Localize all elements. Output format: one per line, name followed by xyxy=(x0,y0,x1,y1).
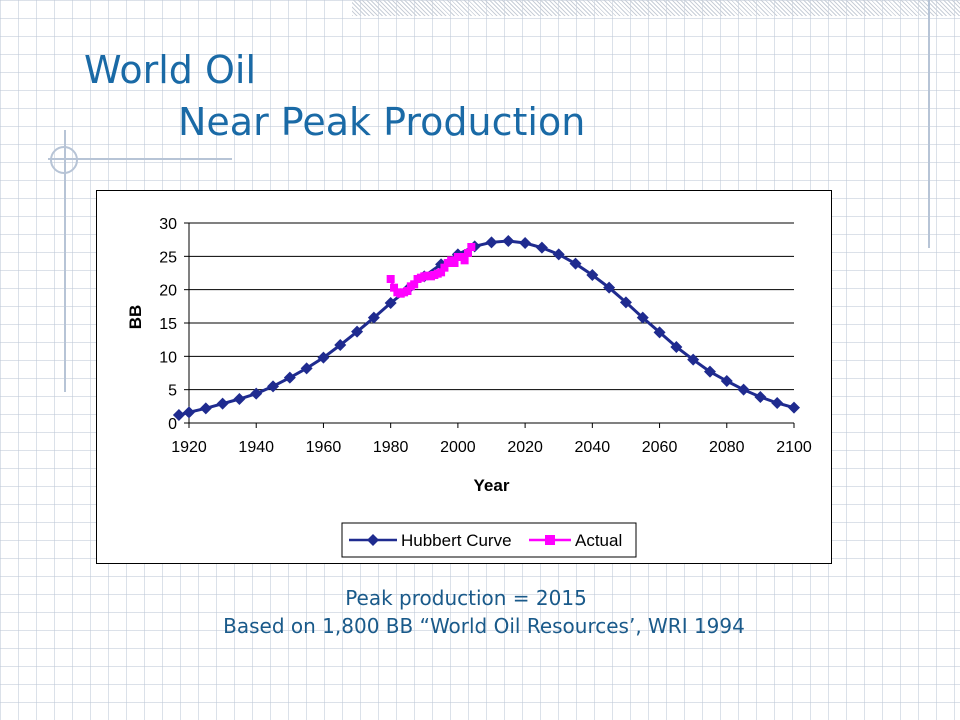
y-tick-label: 20 xyxy=(159,283,177,300)
hubbert-data-point xyxy=(737,383,750,396)
x-tick-label: 1920 xyxy=(171,439,207,456)
decorative-vertical-line xyxy=(928,0,930,248)
actual-data-point xyxy=(403,287,412,295)
legend-label-actual: Actual xyxy=(575,531,622,550)
hubbert-data-point xyxy=(569,257,582,270)
y-tick-label: 5 xyxy=(168,383,177,400)
x-axis-label: Year xyxy=(474,476,510,495)
caption-source: Based on 1,800 BB “World Oil Resources’,… xyxy=(223,614,745,638)
hubbert-data-point xyxy=(267,380,280,393)
decorative-hatch-band xyxy=(352,0,960,16)
x-tick-label: 2040 xyxy=(575,439,611,456)
legend-label-hubbert: Hubbert Curve xyxy=(401,531,512,550)
hubbert-data-point xyxy=(552,248,565,261)
hubbert-data-point xyxy=(720,375,733,387)
hubbert-data-point xyxy=(317,351,330,364)
chart-frame: 0 5 10 15 20 25 30 1920 1940 1960 1980 2000 2020 2040… xyxy=(96,190,832,564)
slide-subtitle: Near Peak Production xyxy=(178,100,586,144)
actual-data-point xyxy=(440,263,449,272)
x-tick-label: 2000 xyxy=(440,439,476,456)
hubbert-data-point xyxy=(250,387,263,400)
x-tick-label: 2020 xyxy=(507,439,543,456)
hubbert-data-point xyxy=(216,397,229,410)
hubbert-data-point xyxy=(687,353,700,366)
x-tick-label: 2060 xyxy=(642,439,678,456)
y-tick-label: 15 xyxy=(159,316,177,333)
slide-title: World Oil xyxy=(84,48,257,92)
x-tick-label: 1940 xyxy=(238,439,274,456)
hubbert-data-point xyxy=(384,297,397,309)
hubbert-data-point xyxy=(334,339,347,351)
chart-svg: 0 5 10 15 20 25 30 1920 1940 1960 1980 2000 2020 2040… xyxy=(126,216,812,558)
actual-data-point xyxy=(460,256,469,265)
y-tick-label: 25 xyxy=(159,249,177,266)
decorative-horizontal-line xyxy=(48,158,232,160)
hubbert-data-point xyxy=(535,241,548,254)
actual-data-point xyxy=(467,243,476,251)
caption-peak: Peak production = 2015 xyxy=(345,586,587,610)
hubbert-data-point xyxy=(283,371,296,384)
hubbert-data-point xyxy=(172,409,185,421)
y-tick-label: 0 xyxy=(168,416,177,433)
hubbert-data-point xyxy=(351,325,364,338)
chart-series xyxy=(172,235,800,421)
hubbert-data-point xyxy=(233,393,246,405)
chart-axes: 0 5 10 15 20 25 30 1920 1940 1960 1980 2000 2020 2040… xyxy=(159,216,812,456)
x-tick-label: 2080 xyxy=(709,439,745,456)
hubbert-data-point xyxy=(519,237,532,249)
hubbert-data-point xyxy=(485,236,498,249)
chart-legend: Hubbert Curve Actual xyxy=(341,522,637,558)
hubbert-data-point xyxy=(754,391,767,403)
hubbert-data-point xyxy=(619,296,632,309)
hubbert-data-point xyxy=(653,326,666,339)
x-tick-label: 1960 xyxy=(306,439,342,456)
actual-data-point xyxy=(410,280,419,289)
hubbert-data-point xyxy=(586,269,599,281)
actual-data-point xyxy=(450,259,459,267)
y-axis-label: BB xyxy=(126,305,145,330)
y-tick-label: 10 xyxy=(159,349,177,366)
actual-data-point xyxy=(437,268,446,277)
legend-swatch-hubbert-marker xyxy=(367,534,379,546)
actual-data-point xyxy=(390,283,399,292)
y-tick-label: 30 xyxy=(159,216,177,233)
legend-swatch-actual-marker xyxy=(545,535,555,545)
actual-data-point xyxy=(386,275,395,283)
hubbert-data-point xyxy=(300,362,313,375)
hubbert-data-point xyxy=(199,402,212,415)
hubbert-data-point xyxy=(703,365,716,378)
x-tick-label: 2100 xyxy=(776,439,812,456)
hubbert-data-point xyxy=(183,406,195,419)
decorative-circle xyxy=(50,146,78,174)
hubbert-data-point xyxy=(771,397,784,409)
decorative-vertical-line xyxy=(64,130,66,392)
hubbert-data-point xyxy=(502,235,515,247)
hubbert-data-point xyxy=(788,401,800,414)
actual-data-point xyxy=(463,249,472,257)
x-tick-label: 1980 xyxy=(373,439,409,456)
hubbert-data-point xyxy=(670,341,683,353)
hubbert-data-point xyxy=(603,281,616,294)
